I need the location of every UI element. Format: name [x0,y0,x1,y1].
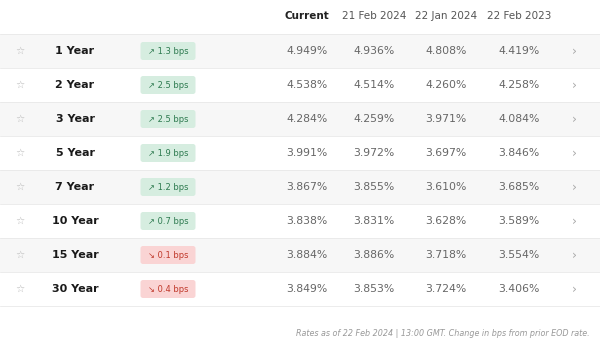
Text: ›: › [571,44,577,57]
Text: 3.971%: 3.971% [425,114,467,124]
Text: ›: › [571,112,577,126]
Text: 3.846%: 3.846% [499,148,539,158]
Bar [0,68,600,102]
Text: 3.855%: 3.855% [353,182,395,192]
Text: 4.808%: 4.808% [425,46,467,56]
Text: ↗ 0.7 bps: ↗ 0.7 bps [148,216,188,226]
Text: 5 Year: 5 Year [56,148,95,158]
Text: ›: › [571,248,577,261]
Text: ☆: ☆ [16,216,25,226]
Text: ↗ 1.2 bps: ↗ 1.2 bps [148,183,188,192]
Text: 3 Year: 3 Year [56,114,95,124]
Text: 4.514%: 4.514% [353,80,395,90]
Text: 22 Feb 2023: 22 Feb 2023 [487,11,551,21]
FancyBboxPatch shape [140,42,196,60]
Bar [0,238,600,272]
Text: 3.610%: 3.610% [425,182,467,192]
Text: ↗ 2.5 bps: ↗ 2.5 bps [148,115,188,123]
Bar [0,204,600,238]
Text: ☆: ☆ [16,46,25,56]
Text: 4.258%: 4.258% [499,80,539,90]
Text: ↘ 0.4 bps: ↘ 0.4 bps [148,284,188,293]
Text: ›: › [571,215,577,227]
Text: 15 Year: 15 Year [52,250,98,260]
FancyBboxPatch shape [140,76,196,94]
Text: ›: › [571,78,577,92]
Text: ↗ 1.9 bps: ↗ 1.9 bps [148,149,188,158]
Text: Current: Current [284,11,329,21]
Text: ›: › [571,181,577,193]
Text: ↘ 0.1 bps: ↘ 0.1 bps [148,250,188,259]
Text: ☆: ☆ [16,250,25,260]
Text: 3.554%: 3.554% [499,250,539,260]
Text: 4.419%: 4.419% [499,46,539,56]
Text: 4.284%: 4.284% [286,114,328,124]
Text: 3.867%: 3.867% [286,182,328,192]
FancyBboxPatch shape [140,144,196,162]
Text: 3.886%: 3.886% [353,250,395,260]
Bar [0,34,600,68]
Text: ›: › [571,147,577,160]
Text: 1 Year: 1 Year [55,46,95,56]
Text: 3.406%: 3.406% [499,284,539,294]
Text: 3.589%: 3.589% [499,216,539,226]
Text: 4.084%: 4.084% [499,114,539,124]
Text: 3.628%: 3.628% [425,216,467,226]
Text: 3.718%: 3.718% [425,250,467,260]
Text: Rates as of 22 Feb 2024 | 13:00 GMT. Change in bps from prior EOD rate.: Rates as of 22 Feb 2024 | 13:00 GMT. Cha… [296,329,590,338]
Text: ☆: ☆ [16,148,25,158]
Text: 2 Year: 2 Year [55,80,95,90]
Bar [0,136,600,170]
FancyBboxPatch shape [140,110,196,128]
Text: ↗ 2.5 bps: ↗ 2.5 bps [148,80,188,89]
Text: 3.991%: 3.991% [286,148,328,158]
Text: 3.838%: 3.838% [286,216,328,226]
FancyBboxPatch shape [140,212,196,230]
Text: 10 Year: 10 Year [52,216,98,226]
Text: ☆: ☆ [16,80,25,90]
Text: ☆: ☆ [16,114,25,124]
Text: ↗ 1.3 bps: ↗ 1.3 bps [148,46,188,55]
Text: ›: › [571,282,577,295]
Bar [0,102,600,136]
Text: 4.538%: 4.538% [286,80,328,90]
FancyBboxPatch shape [140,246,196,264]
Text: 22 Jan 2024: 22 Jan 2024 [415,11,477,21]
Text: 3.849%: 3.849% [286,284,328,294]
FancyBboxPatch shape [140,280,196,298]
Bar [0,170,600,204]
Text: 21 Feb 2024: 21 Feb 2024 [342,11,406,21]
Text: 3.685%: 3.685% [499,182,539,192]
Text: 4.936%: 4.936% [353,46,395,56]
Text: 3.697%: 3.697% [425,148,467,158]
Text: 4.259%: 4.259% [353,114,395,124]
Text: ☆: ☆ [16,284,25,294]
Text: 7 Year: 7 Year [55,182,95,192]
Text: 3.853%: 3.853% [353,284,395,294]
Text: 3.972%: 3.972% [353,148,395,158]
Text: 3.884%: 3.884% [286,250,328,260]
Text: 3.724%: 3.724% [425,284,467,294]
Bar [0,272,600,306]
FancyBboxPatch shape [140,178,196,196]
Text: 3.831%: 3.831% [353,216,395,226]
Text: 4.949%: 4.949% [286,46,328,56]
Text: ☆: ☆ [16,182,25,192]
Text: 30 Year: 30 Year [52,284,98,294]
Text: 4.260%: 4.260% [425,80,467,90]
